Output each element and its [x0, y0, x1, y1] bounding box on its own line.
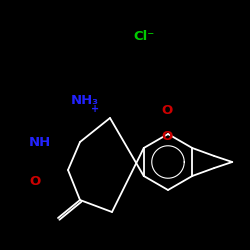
- Text: O: O: [30, 175, 41, 188]
- Text: Cl⁻: Cl⁻: [134, 30, 155, 43]
- Text: NH₃: NH₃: [71, 94, 99, 107]
- Text: O: O: [161, 104, 172, 117]
- Text: O: O: [161, 130, 172, 142]
- Text: +: +: [91, 104, 100, 114]
- Text: NH: NH: [29, 136, 51, 148]
